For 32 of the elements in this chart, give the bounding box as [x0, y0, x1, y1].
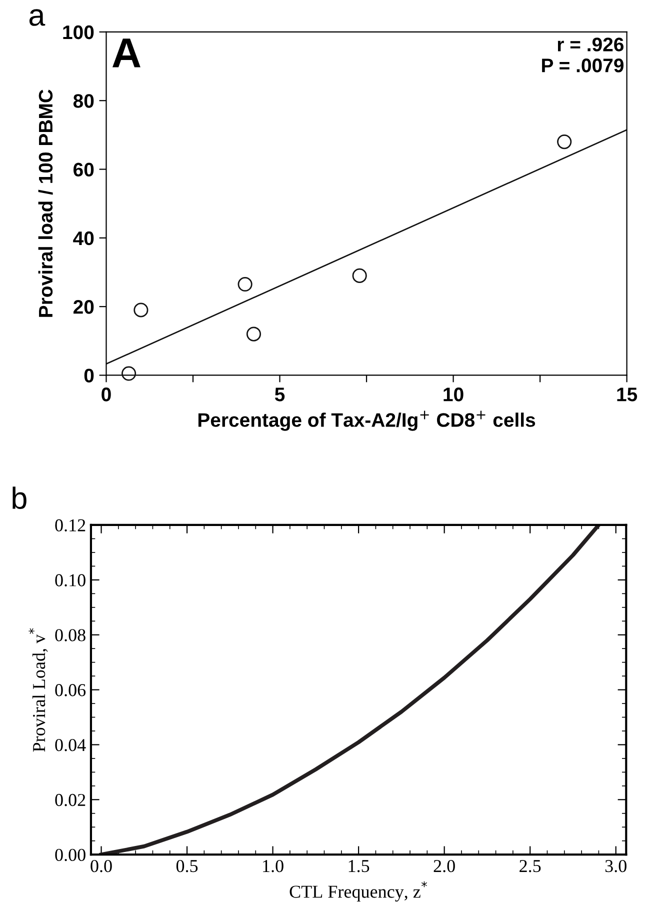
- x-tick-label: 2.5: [520, 860, 541, 872]
- x-tick-label: 15: [617, 388, 638, 402]
- x-tick-label: 0.5: [176, 860, 198, 872]
- x-tick-label: 1.0: [263, 860, 284, 872]
- x-axis-title: CTL Frequency, z$^{*}$: [290, 881, 428, 902]
- x-tick-label: 2.0: [434, 860, 455, 872]
- y-tick-label: 0.10: [55, 574, 86, 586]
- text: a: [29, 9, 46, 26]
- x-tick-label: 5: [274, 388, 285, 402]
- y-axis-title: Proviral Load, v$^{*}$: [28, 628, 48, 752]
- x-tick-label: 0: [102, 388, 111, 402]
- y-axis-title: Proviral load / 100 PBMC: [38, 90, 53, 317]
- y-tick-label: 0.06: [55, 684, 86, 696]
- x-tick-label: 1.5: [348, 860, 370, 872]
- y-tick-label: 0: [84, 368, 94, 382]
- y-tick-label: 40: [73, 231, 94, 246]
- y-tick-label: 0.04: [55, 738, 86, 752]
- annotation: A: [112, 38, 140, 68]
- y-tick-label: 0.08: [55, 629, 86, 642]
- text: b: [12, 486, 26, 510]
- x-axis-title: Percentage of Tax-A2/Ig$^{+}$ CD8$^{+}$ cells: [198, 410, 536, 431]
- y-tick-label: 60: [74, 162, 94, 177]
- x-tick-label: 10: [444, 388, 464, 402]
- x-tick-label: 3.0: [605, 860, 626, 872]
- y-tick-label: 0.00: [55, 848, 86, 862]
- y-tick-label: 20: [73, 300, 94, 314]
- x-tick-label: 0.0: [90, 860, 112, 872]
- y-tick-label: 80: [73, 94, 94, 108]
- y-tick-label: 0.12: [55, 519, 86, 532]
- y-tick-label: 0.02: [55, 794, 86, 806]
- annotation: r = .926 P = .0079: [542, 38, 624, 72]
- y-tick-label: 100: [63, 25, 94, 40]
